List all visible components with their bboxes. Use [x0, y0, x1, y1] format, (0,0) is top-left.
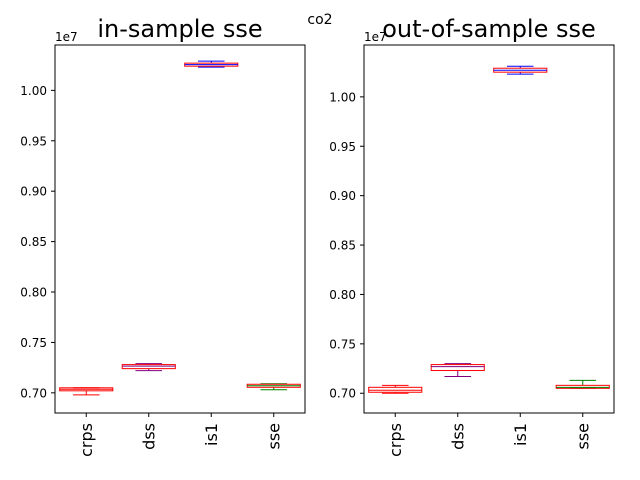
panels: in-sample sse 1e7 0.70 0.75 0.80 0.85 0.90 0.95…: [20, 15, 615, 457]
y-tick-label: 0.90: [20, 185, 47, 199]
x-tick-label: crps: [386, 423, 405, 457]
axes-frame: [363, 44, 615, 414]
y-tick-label: 1.00: [20, 84, 47, 98]
y-tick-label: 0.75: [20, 336, 47, 350]
figure-suptitle: co2: [307, 12, 332, 28]
x-tick-label: is1: [511, 423, 530, 446]
box-dss: [121, 363, 176, 372]
box-crps: [368, 384, 423, 394]
y-offset-label: 1e7: [364, 30, 387, 44]
x-tick-label: sse: [264, 423, 283, 450]
x-tick-label: is1: [202, 423, 221, 446]
box-body: [430, 364, 485, 372]
y-tick-label: 0.90: [329, 189, 356, 203]
y-tick-label: 0.70: [329, 387, 356, 401]
y-tick-label: 0.80: [329, 288, 356, 302]
y-tick-label: 0.85: [329, 239, 356, 253]
box-is1: [493, 65, 548, 75]
panel-1: in-sample sse 1e7 0.70 0.75 0.80 0.85 0.90 0.95…: [20, 15, 306, 457]
panel-title: out-of-sample sse: [382, 15, 596, 43]
x-tick-label: sse: [573, 423, 592, 450]
box-sse: [555, 379, 610, 389]
box-dss: [430, 363, 485, 377]
y-tick-label: 0.80: [20, 286, 47, 300]
box-body: [121, 364, 176, 370]
x-tick-label: dss: [139, 423, 158, 450]
panel-title: in-sample sse: [97, 15, 262, 43]
y-offset-label: 1e7: [55, 30, 78, 44]
y-tick-label: 0.95: [329, 140, 356, 154]
y-tick-label: 0.85: [20, 235, 47, 249]
x-tick-label: dss: [448, 423, 467, 450]
y-tick-label: 0.75: [329, 337, 356, 351]
x-tick-label: crps: [77, 423, 96, 457]
axes-frame: [54, 44, 306, 414]
y-tick-label: 0.95: [20, 134, 47, 148]
y-tick-label: 1.00: [329, 90, 356, 104]
y-tick-label: 0.70: [20, 386, 47, 400]
box-sse: [246, 383, 301, 391]
box-is1: [184, 60, 239, 68]
box-crps: [59, 387, 114, 396]
